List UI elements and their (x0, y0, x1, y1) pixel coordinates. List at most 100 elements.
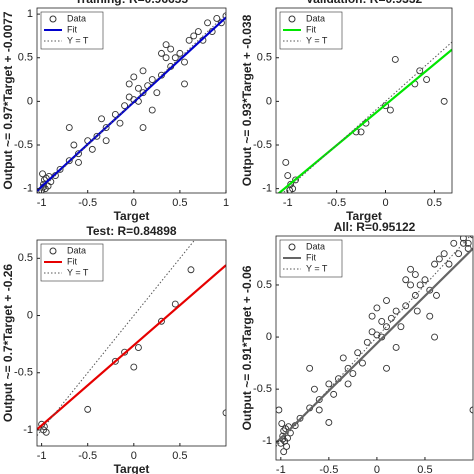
data-point (171, 54, 179, 62)
data-point (315, 406, 323, 414)
data-point (75, 150, 82, 158)
chart-title: All: R=0.95122 (334, 220, 416, 234)
data-point (158, 317, 165, 325)
data-point (171, 300, 179, 308)
data-point (176, 49, 184, 57)
data-point (325, 419, 333, 426)
x-tick-label: 0.5 (172, 450, 187, 462)
data-point (116, 119, 124, 127)
plot-layer (277, 41, 452, 193)
data-point (217, 19, 225, 27)
data-point (158, 49, 165, 57)
y-axis-label: Output ~= 0.91*Target + -0.06 (240, 265, 254, 430)
data-point (354, 349, 362, 357)
legend-label: Fit (67, 24, 77, 34)
data-point (315, 396, 323, 404)
data-point (435, 255, 443, 263)
axes-box (36, 239, 227, 447)
data-point (65, 124, 73, 132)
x-tick-label: 0.5 (172, 197, 187, 209)
legend-marker (288, 243, 296, 251)
data-point (411, 271, 419, 278)
data-point (382, 102, 389, 110)
data-point (421, 276, 429, 284)
data-point (130, 73, 138, 81)
x-tick-label: -1 (37, 197, 47, 209)
identity-line (37, 240, 196, 437)
data-point (75, 159, 82, 166)
data-point (392, 344, 400, 351)
data-point (134, 344, 142, 352)
data-point (426, 312, 434, 320)
data-point (383, 364, 390, 372)
data-point (70, 141, 78, 149)
data-point (277, 439, 285, 447)
y-tick-label: 0 (27, 309, 33, 321)
data-point (38, 420, 46, 428)
data-point (464, 245, 472, 252)
chart-title: Validation: R=0.9332 (306, 0, 423, 6)
legend-marker (288, 15, 296, 23)
x-tick-label: -0.5 (78, 450, 97, 462)
data-point (440, 250, 448, 258)
x-tick-label: 0 (131, 197, 137, 209)
data-point (402, 302, 410, 310)
identity-line (37, 13, 226, 193)
y-tick-label: -0.5 (14, 367, 33, 379)
legend-label: Fit (67, 256, 77, 266)
data-point (363, 338, 371, 346)
data-point (423, 76, 431, 84)
identity-line (282, 41, 452, 193)
data-point (357, 128, 365, 136)
legend-label: Y = T (306, 35, 328, 45)
data-point (391, 56, 399, 63)
data-point (431, 260, 439, 268)
legend-label: Data (67, 245, 86, 255)
legend-label: Fit (306, 24, 316, 34)
data-point (84, 405, 92, 413)
y-tick-label: -1 (23, 183, 33, 195)
y-tick-label: 0.5 (257, 52, 272, 64)
data-point (455, 250, 463, 258)
y-tick-label: -0.5 (253, 383, 272, 395)
x-tick-label: 0 (131, 450, 137, 462)
data-point (153, 89, 161, 97)
data-point (359, 359, 366, 367)
y-tick-label: 0.5 (18, 52, 33, 64)
legend-label: Data (306, 13, 325, 23)
data-point (445, 260, 453, 268)
data-point (111, 357, 119, 365)
data-point (102, 137, 110, 145)
x-tick-label: -0.5 (327, 197, 346, 209)
x-axis-label: Target (114, 209, 150, 223)
x-tick-label: 0 (382, 197, 388, 209)
fit-line (276, 247, 473, 444)
data-point (181, 58, 188, 66)
fit-line (277, 48, 452, 193)
chart-title: Test: R=0.84898 (86, 224, 176, 238)
data-point (464, 239, 472, 247)
data-point (411, 291, 419, 299)
plot-layer (276, 236, 473, 456)
legend-label: Fit (306, 252, 316, 262)
data-point (282, 159, 290, 166)
data-point (130, 363, 138, 371)
x-tick-label: -0.5 (78, 197, 97, 209)
x-tick-label: 0.5 (427, 197, 442, 209)
y-tick-label: -0.5 (253, 139, 272, 151)
plot-layer (37, 12, 226, 193)
data-point (440, 97, 448, 105)
legend-label: Y = T (306, 263, 328, 273)
data-point (88, 145, 96, 153)
data-point (222, 12, 226, 20)
plot-layer (37, 240, 226, 437)
data-point (139, 89, 147, 97)
data-point (167, 45, 175, 53)
y-tick-label: -1 (262, 183, 272, 195)
data-point (349, 370, 357, 377)
data-point (368, 328, 376, 336)
data-point (125, 80, 133, 88)
